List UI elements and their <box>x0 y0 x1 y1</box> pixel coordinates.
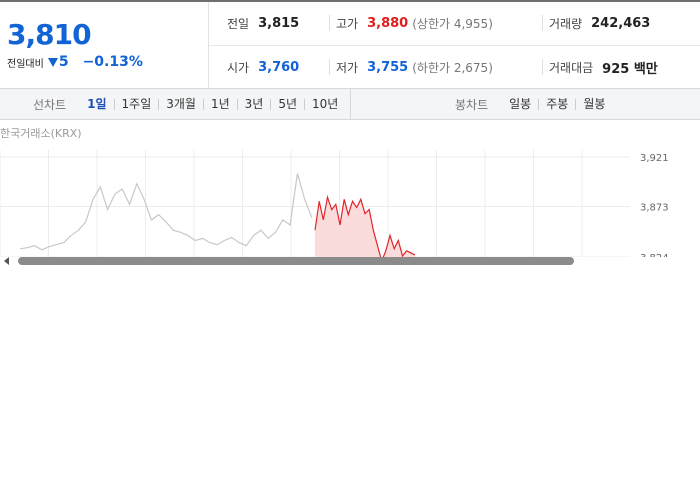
tab-heading: 선차트 <box>33 97 67 112</box>
line <box>314 194 416 257</box>
change-rate: −0.13% <box>82 54 143 70</box>
price-box: 3,810 전일대비 5 −0.13% <box>0 2 209 88</box>
candle-tabs: 봉차트 일봉 주봉 월봉 <box>455 89 612 119</box>
tab[interactable]: 10년 <box>304 98 345 110</box>
stat: 저가 3,755 (하한가 2,675) <box>336 46 493 89</box>
stat-label: 전일 <box>227 17 250 31</box>
area <box>315 197 415 257</box>
stat-label: 거래대금 <box>549 61 594 75</box>
stat-value: 3,815 <box>258 16 300 31</box>
stat: 거래대금 925 백만 <box>549 46 658 89</box>
down-arrow <box>47 57 58 67</box>
scroll-left[interactable] <box>4 257 9 265</box>
source: 한국거래소(KRX) <box>0 127 82 140</box>
scroll-thumb[interactable] <box>18 257 574 265</box>
stat-label: 고가 <box>336 17 359 31</box>
stat-value: 925 백만 <box>602 62 658 77</box>
tab[interactable]: 1주일 <box>113 98 159 110</box>
stat-value: 3,880 <box>367 16 409 31</box>
stat-value: 242,463 <box>591 16 651 31</box>
separator <box>542 15 543 31</box>
stat-note: (상한가 4,955) <box>412 17 493 31</box>
stat-note: (하한가 2,675) <box>412 61 493 75</box>
separator <box>329 59 330 75</box>
y-tick-label: 3,921 <box>640 153 669 164</box>
stat: 전일 3,815 <box>227 2 299 45</box>
tab-heading: 봉차트 <box>455 97 489 112</box>
stat: 고가 3,880 (상한가 4,955) <box>336 2 493 45</box>
stats-row: 시가 3,760 저가 3,755 (하한가 2,675) 거래대금 925 백만 <box>209 45 700 89</box>
tab[interactable]: 1년 <box>202 98 237 110</box>
tab[interactable]: 3개월 <box>158 98 203 110</box>
stat: 시가 3,760 <box>227 46 299 89</box>
divider <box>350 89 351 119</box>
tab[interactable]: 월봉 <box>575 98 612 110</box>
change: 전일대비 5 −0.13% <box>7 54 143 70</box>
tab[interactable]: 1일 <box>87 96 107 111</box>
change-label: 전일대비 <box>7 58 44 70</box>
tab[interactable]: 주봉 <box>538 98 575 110</box>
stat-label: 거래량 <box>549 17 583 31</box>
line <box>19 173 313 251</box>
separator <box>329 15 330 31</box>
tab[interactable]: 3년 <box>236 98 271 110</box>
change-value: 5 <box>58 54 69 70</box>
stat-label: 저가 <box>336 61 359 75</box>
tab[interactable]: 5년 <box>270 98 304 110</box>
summary: 3,810 전일대비 5 −0.13% 전일 3,815 고가 3,880 (상한가 4… <box>0 0 700 88</box>
line-tabs: 선차트 1일 1주일 3개월 1년 3년 5년 10년 <box>33 89 345 119</box>
plot <box>0 150 630 257</box>
tab-bar: 선차트 1일 1주일 3개월 1년 3년 5년 10년 봉차트 일봉 주봉 월봉 <box>0 88 700 120</box>
current-price: 3,810 <box>7 18 92 51</box>
stat-value: 3,760 <box>258 60 300 75</box>
stat: 거래량 242,463 <box>549 2 650 45</box>
tab[interactable]: 일봉 <box>509 96 532 111</box>
stat-value: 3,755 <box>367 60 409 75</box>
stats: 전일 3,815 고가 3,880 (상한가 4,955) 거래량 242,463 시가 3,7… <box>209 2 700 88</box>
y-tick-label: 3,873 <box>640 202 669 213</box>
separator <box>542 59 543 75</box>
stat-label: 시가 <box>227 61 250 75</box>
stats-row: 전일 3,815 고가 3,880 (상한가 4,955) 거래량 242,463 <box>209 2 700 45</box>
